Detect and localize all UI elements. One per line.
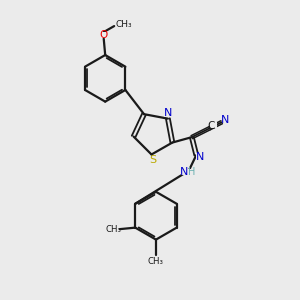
Bar [149, 156, 157, 163]
Text: N: N [196, 152, 204, 162]
Text: C: C [208, 121, 215, 131]
Text: N: N [164, 108, 172, 118]
Bar [223, 117, 231, 123]
Bar [210, 122, 217, 128]
Text: N: N [180, 167, 188, 177]
Text: CH₃: CH₃ [105, 225, 121, 234]
Text: CH₃: CH₃ [116, 20, 132, 29]
Bar [164, 110, 172, 117]
Bar [100, 32, 107, 38]
Text: H: H [188, 167, 196, 177]
Text: S: S [150, 155, 157, 165]
Bar [181, 169, 194, 175]
Text: O: O [100, 30, 108, 40]
Text: N: N [221, 115, 230, 125]
Bar [196, 153, 203, 160]
Text: CH₃: CH₃ [148, 256, 164, 266]
